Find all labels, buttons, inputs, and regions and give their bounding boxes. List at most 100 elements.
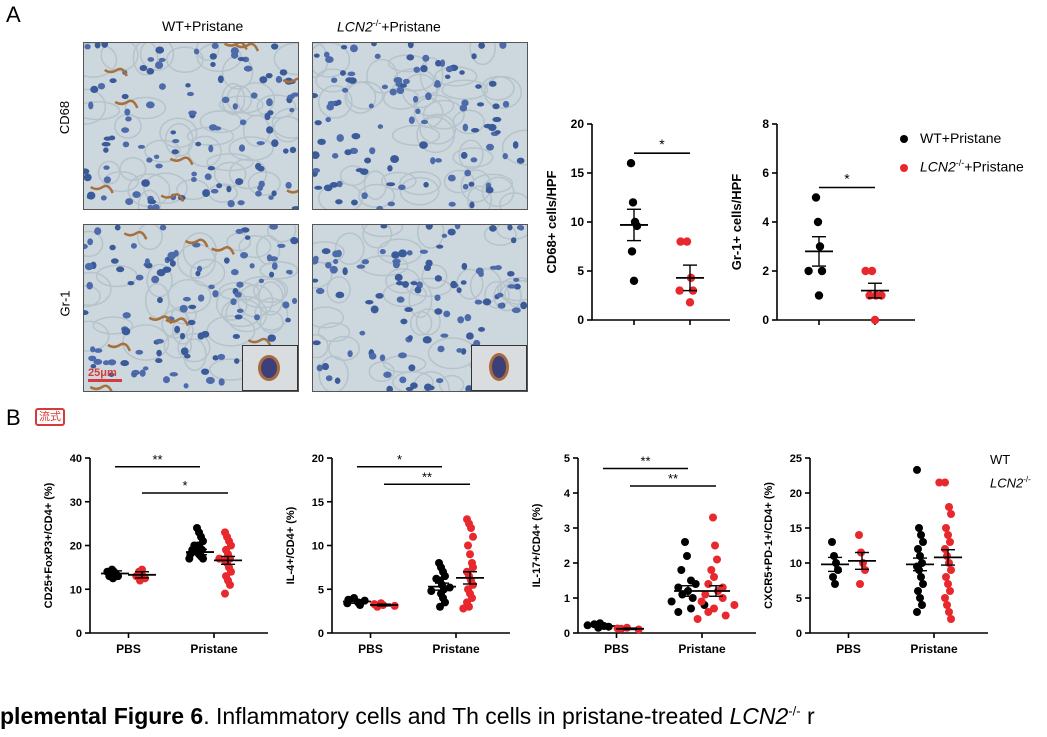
- data-point: [667, 597, 676, 606]
- y-tick-label: 20: [70, 541, 82, 553]
- data-point: [677, 566, 686, 574]
- y-tick-label: 25: [790, 453, 802, 465]
- data-point: [914, 545, 922, 553]
- y-tick-label: 40: [70, 453, 82, 465]
- data-point: [693, 615, 702, 623]
- y-tick-label: 0: [762, 313, 769, 327]
- data-point: [704, 608, 713, 616]
- data-point: [817, 266, 827, 276]
- y-tick-label: 0: [796, 628, 802, 640]
- x-tick-label: PBS: [116, 642, 141, 656]
- inset-image: [471, 345, 527, 391]
- panel-b-letter: B: [6, 405, 21, 430]
- data-point: [691, 580, 700, 588]
- data-point: [583, 621, 592, 630]
- data-point: [942, 573, 950, 581]
- data-point: [436, 602, 444, 611]
- data-point: [226, 580, 234, 589]
- row-label-cd68: CD68: [57, 100, 73, 135]
- data-point: [713, 555, 721, 564]
- data-point: [132, 572, 141, 581]
- data-point: [941, 478, 949, 487]
- significance-label: *: [397, 452, 402, 467]
- legend-panel-a: WT+Pristane LCN2-/-+Pristane: [900, 130, 1024, 175]
- data-point: [185, 554, 194, 563]
- data-point: [628, 198, 638, 207]
- column-label-wt: WT+Pristane: [162, 18, 244, 34]
- data-point: [813, 217, 823, 227]
- y-axis-label: CD25+FoxP3+/CD4+ (%): [43, 482, 55, 608]
- significance-label: **: [152, 452, 162, 467]
- figure-caption: plemental Figure 6. Inflammatory cells a…: [0, 703, 815, 729]
- data-point: [831, 580, 839, 588]
- data-point: [943, 552, 951, 560]
- micrograph-cd68-ko: [312, 42, 528, 210]
- data-point: [917, 573, 925, 581]
- data-point: [867, 266, 877, 276]
- significance-label: *: [844, 171, 850, 187]
- y-tick-label: 2: [564, 558, 570, 570]
- y-tick-label: 20: [312, 453, 324, 465]
- y-axis-label: CD68+ cells/HPF: [544, 170, 559, 273]
- x-tick-label: Pristane: [910, 642, 958, 656]
- significance-label: **: [422, 469, 432, 484]
- data-point: [710, 573, 718, 581]
- x-tick-label: Pristane: [190, 642, 238, 656]
- data-point: [832, 559, 840, 567]
- y-tick-label: 20: [571, 117, 585, 131]
- data-point: [730, 601, 739, 609]
- significance-label: **: [668, 471, 678, 486]
- y-axis-label: IL-4+/CD4+ (%): [285, 506, 297, 584]
- data-point: [917, 531, 925, 539]
- data-point: [855, 531, 863, 539]
- data-point: [913, 608, 921, 616]
- data-point: [804, 266, 813, 276]
- data-point: [466, 550, 474, 559]
- legend-entry-wt: WT+Pristane: [900, 130, 1024, 146]
- data-point: [681, 538, 689, 546]
- data-point: [811, 193, 821, 202]
- data-point: [685, 298, 695, 307]
- y-tick-label: 5: [318, 584, 324, 596]
- data-point: [718, 594, 727, 602]
- data-point: [459, 604, 468, 613]
- data-point: [697, 597, 706, 606]
- data-point: [830, 552, 838, 560]
- x-tick-label: Pristane: [432, 642, 480, 656]
- y-tick-label: 8: [762, 117, 769, 131]
- y-tick-label: 4: [762, 215, 769, 229]
- significance-label: *: [182, 478, 187, 493]
- data-point: [856, 580, 864, 588]
- data-point: [199, 554, 207, 563]
- y-tick-label: 6: [762, 166, 769, 180]
- data-point: [688, 594, 697, 602]
- chart-il17: 0 1 2 3 4 5 IL-17+/CD4+ (%) PBS Pristane ** **: [531, 453, 756, 656]
- data-point: [469, 532, 477, 541]
- data-point: [944, 531, 952, 539]
- data-point: [861, 266, 870, 276]
- data-point: [701, 590, 710, 599]
- y-axis-label: CXCR5+PD-1+/CD4+ (%): [763, 482, 775, 609]
- data-point: [946, 538, 954, 546]
- x-tick-label: PBS: [358, 642, 383, 656]
- y-tick-label: 4: [564, 488, 571, 500]
- flow-badge: 流式: [35, 408, 65, 426]
- y-tick-label: 15: [312, 497, 324, 509]
- y-tick-label: 0: [577, 313, 584, 327]
- chart-treg: 0 10 20 30 40 CD25+FoxP3+/CD4+ (%) PBS Pristane…: [43, 452, 268, 656]
- y-tick-label: 5: [564, 453, 570, 465]
- y-tick-label: 5: [796, 593, 802, 605]
- y-tick-label: 15: [571, 166, 585, 180]
- data-point: [467, 524, 475, 532]
- inset-image: [242, 345, 298, 391]
- data-point: [918, 601, 926, 609]
- data-point: [935, 478, 944, 487]
- data-point: [464, 541, 472, 550]
- data-point: [947, 510, 955, 518]
- data-point: [469, 563, 477, 572]
- chart-gr1-cells: 0 2 4 6 8 Gr-1+ cells/HPF *: [729, 117, 915, 327]
- legend-b-ko: LCN2-/-: [990, 475, 1031, 491]
- panel-a-letter: A: [6, 2, 21, 27]
- data-point: [627, 247, 637, 256]
